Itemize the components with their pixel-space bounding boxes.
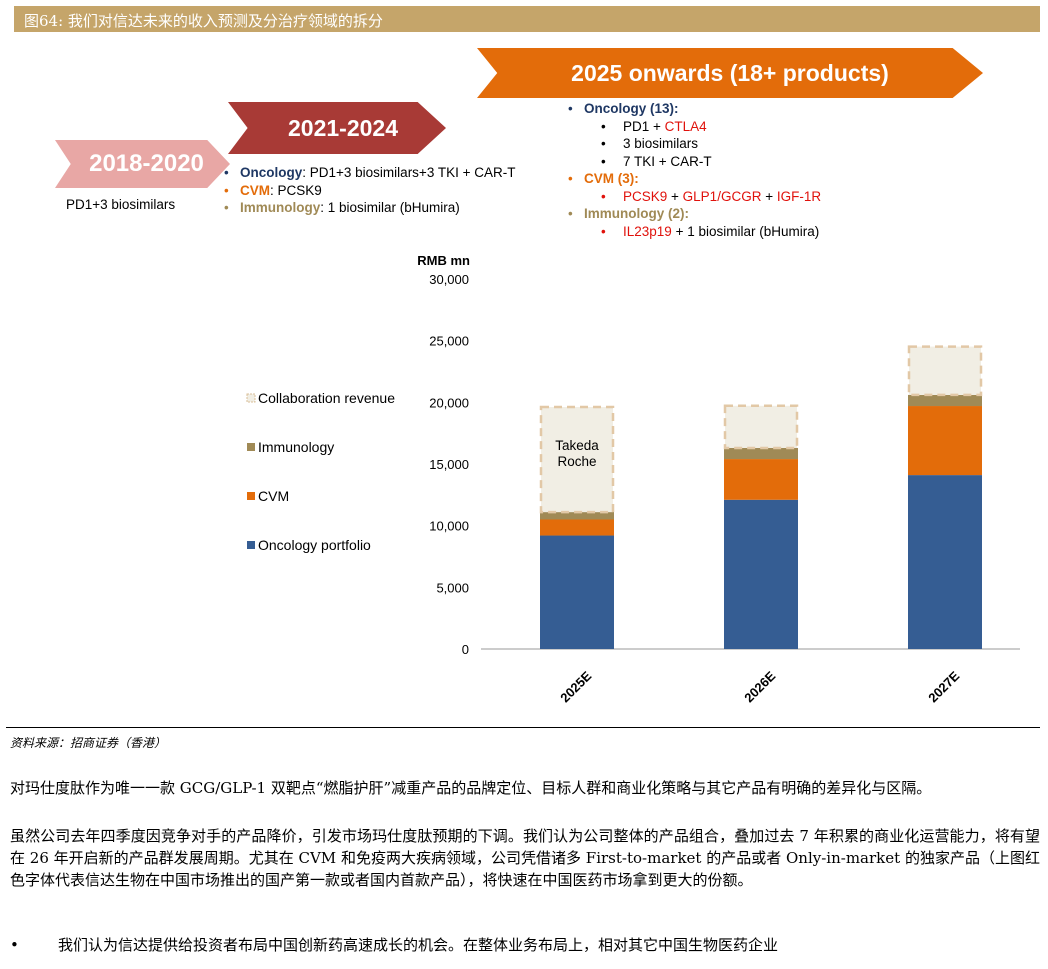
bullet: • bbox=[568, 101, 573, 116]
legend-label: Oncology portfolio bbox=[258, 537, 371, 553]
bar-annotation: Roche bbox=[557, 454, 596, 469]
immunology-label: Immunology (2): bbox=[584, 206, 689, 221]
item-text: + 1 biosimilar (bHumira) bbox=[671, 223, 820, 239]
body-paragraph-3-text: 我们认为信达提供给投资者布局中国创新药高速成长的机会。在整体业务布局上，相对其它… bbox=[58, 936, 779, 954]
body-paragraph-1: 对玛仕度肽作为唯一一款 GCG/GLP-1 双靶点“燃脂护肝”减重产品的品牌定位… bbox=[10, 779, 932, 797]
y-tick-label: 10,000 bbox=[429, 519, 469, 534]
y-axis-label: RMB mn bbox=[417, 253, 470, 268]
cvm-text: : PCSK9 bbox=[270, 182, 322, 198]
y-tick-label: 0 bbox=[462, 642, 469, 657]
item-text: + bbox=[761, 188, 777, 204]
note-line-cvm: • CVM (3): bbox=[568, 170, 821, 188]
timeline-label: 2018-2020 bbox=[89, 150, 204, 177]
x-tick-label: 2025E bbox=[557, 668, 594, 705]
bullet: • bbox=[10, 936, 19, 954]
bar-segment-cvm bbox=[724, 459, 798, 500]
bullet: • bbox=[568, 171, 573, 186]
sub-bullet: • bbox=[601, 153, 606, 169]
body-paragraph-2: 虽然公司去年四季度因竞争对手的产品降价，引发市场玛仕度肽预期的下调。我们认为公司… bbox=[10, 827, 1040, 889]
y-tick-label: 25,000 bbox=[429, 334, 469, 349]
note-line-cvm: • CVM: PCSK9 bbox=[224, 182, 515, 200]
note-line-immunology: • Immunology: 1 biosimilar (bHumira) bbox=[224, 199, 515, 217]
note-line-oncology: • Oncology: PD1+3 biosimilars+3 TKI + CA… bbox=[224, 164, 515, 182]
bar-segment-collaboration-revenue bbox=[907, 345, 983, 397]
sub-bullet: • bbox=[601, 118, 606, 134]
note-sub-item: • PCSK9 + GLP1/GCGR + IGF-1R bbox=[568, 188, 821, 206]
note-2021-2024: • Oncology: PD1+3 biosimilars+3 TKI + CA… bbox=[224, 164, 515, 217]
timeline-arrow-2018-2020: 2018-2020 bbox=[55, 140, 230, 188]
bar-segment-collaboration-revenue bbox=[539, 405, 615, 514]
x-tick-label: 2026E bbox=[741, 668, 778, 705]
sub-bullet: • bbox=[601, 188, 606, 204]
sub-bullet: • bbox=[601, 223, 606, 239]
sub-bullet: • bbox=[601, 136, 606, 151]
note-line-immunology: • Immunology (2): bbox=[568, 205, 821, 223]
note-line-oncology: • Oncology (13): bbox=[568, 100, 821, 118]
note-sub-item: • PD1 + CTLA4 bbox=[568, 118, 821, 136]
bullet: • bbox=[224, 165, 229, 180]
y-tick-label: 15,000 bbox=[429, 457, 469, 472]
timeline-arrow-2021-2024: 2021-2024 bbox=[228, 102, 446, 154]
note-2025-onwards: • Oncology (13): • PD1 + CTLA4 • 3 biosimi… bbox=[568, 100, 821, 240]
item-text-red: CTLA4 bbox=[664, 118, 707, 134]
y-tick-label: 5,000 bbox=[436, 580, 469, 595]
oncology-label: Oncology (13): bbox=[584, 101, 679, 116]
item-text-red: IL23p19 bbox=[623, 223, 672, 239]
bar-segment-oncology-portfolio bbox=[724, 499, 798, 649]
bullet: • bbox=[224, 182, 229, 198]
bar-segment-oncology-portfolio bbox=[908, 475, 982, 649]
source-note: 资料来源：招商证券（香港） bbox=[10, 736, 167, 750]
timeline-label: 2025 onwards (18+ products) bbox=[571, 59, 889, 86]
legend-swatch bbox=[246, 393, 256, 403]
item-text: 7 TKI + CAR-T bbox=[623, 153, 712, 169]
item-text: PD1 + bbox=[623, 118, 665, 134]
legend-label: CVM bbox=[258, 488, 289, 504]
timeline-arrow-2025-onwards: 2025 onwards (18+ products) bbox=[477, 48, 983, 98]
note-sub-item: • 3 biosimilars bbox=[568, 135, 821, 153]
bar-segment-oncology-portfolio bbox=[540, 535, 614, 649]
item-text: + bbox=[667, 188, 683, 204]
legend-swatch bbox=[247, 443, 255, 451]
item-text-red: IGF-1R bbox=[776, 188, 822, 204]
bar-segment-cvm bbox=[540, 519, 614, 536]
oncology-label: Oncology bbox=[240, 165, 303, 180]
figure-caption-bar: 图64: 我们对信达未来的收入预测及分治疗领域的拆分 bbox=[14, 6, 1040, 32]
body-paragraph-3: • 我们认为信达提供给投资者布局中国创新药高速成长的机会。在整体业务布局上，相对… bbox=[10, 934, 1040, 956]
legend-swatch bbox=[247, 492, 255, 500]
immunology-label: Immunology bbox=[240, 200, 321, 215]
source-divider bbox=[6, 727, 1040, 728]
cvm-label: CVM bbox=[240, 182, 270, 198]
bar-segment-immunology bbox=[724, 447, 798, 460]
bar-segment-immunology bbox=[908, 394, 982, 407]
immunology-text: : 1 biosimilar (bHumira) bbox=[320, 200, 460, 215]
cvm-label: CVM (3): bbox=[584, 171, 639, 186]
bar-annotation: Takeda bbox=[555, 438, 599, 453]
legend-swatch bbox=[247, 541, 255, 549]
figure-caption: 图64: 我们对信达未来的收入预测及分治疗领域的拆分 bbox=[24, 12, 383, 30]
note-sub-item: • 7 TKI + CAR-T bbox=[568, 153, 821, 171]
item-text: 3 biosimilars bbox=[623, 136, 699, 151]
note-sub-item: • IL23p19 + 1 biosimilar (bHumira) bbox=[568, 223, 821, 241]
item-text-red: PCSK9 bbox=[623, 188, 668, 204]
legend-label: Collaboration revenue bbox=[258, 390, 395, 406]
note-2018-2020: PD1+3 biosimilars bbox=[66, 197, 176, 212]
bar-segment-collaboration-revenue bbox=[723, 404, 799, 450]
oncology-text: : PD1+3 biosimilars+3 TKI + CAR-T bbox=[302, 165, 516, 180]
y-tick-label: 30,000 bbox=[429, 272, 469, 287]
timeline-label: 2021-2024 bbox=[288, 114, 398, 141]
bar-segment-immunology bbox=[540, 512, 614, 520]
y-tick-label: 20,000 bbox=[429, 395, 469, 410]
item-text-red: GLP1/GCGR bbox=[682, 188, 762, 204]
x-tick-label: 2027E bbox=[925, 668, 962, 705]
bar-segment-cvm bbox=[908, 406, 982, 476]
bullet: • bbox=[568, 206, 573, 221]
legend-label: Immunology bbox=[258, 439, 334, 455]
bullet: • bbox=[224, 200, 229, 215]
